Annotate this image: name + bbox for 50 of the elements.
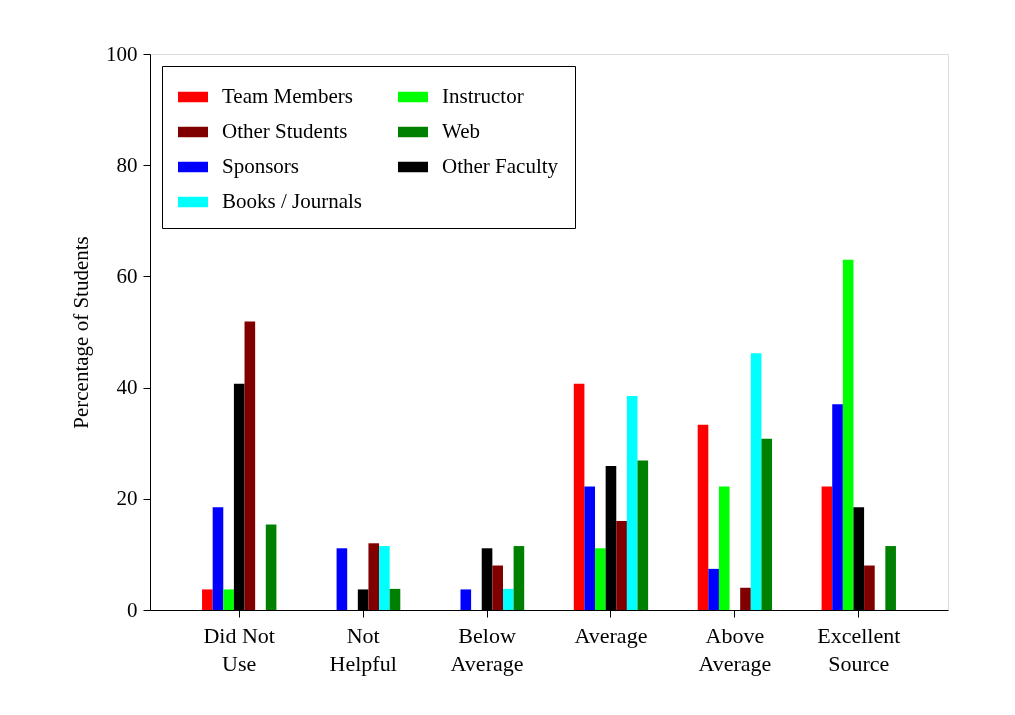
- bar: [626, 395, 638, 610]
- bar: [864, 565, 875, 610]
- x-tick-label: Below Average: [450, 622, 524, 676]
- bar: [821, 486, 833, 610]
- legend-label: Team Members: [222, 84, 353, 108]
- legend-label: Other Students: [222, 119, 348, 143]
- bar: [697, 424, 709, 610]
- bar: [595, 548, 606, 610]
- bar: [379, 546, 390, 610]
- legend-label: Books / Journals: [222, 189, 363, 213]
- y-tick-label: 60: [116, 263, 138, 288]
- legend-label: Other Faculty: [442, 154, 559, 178]
- bar: [513, 546, 525, 610]
- bar: [573, 383, 585, 610]
- bar: [460, 589, 472, 610]
- bar: [637, 460, 649, 610]
- legend-label: Instructor: [442, 84, 524, 108]
- bar: [389, 588, 401, 610]
- bar: [202, 589, 213, 610]
- bar: [244, 321, 256, 610]
- x-tick-label: Average: [574, 622, 648, 648]
- bar: [708, 568, 719, 610]
- x-tick-label: Excellent Source: [817, 622, 901, 676]
- bar: [265, 524, 277, 610]
- y-tick-label: 40: [116, 375, 138, 400]
- bar: [584, 486, 596, 610]
- bar: [740, 587, 751, 610]
- bar: [832, 404, 843, 610]
- bar: [502, 588, 514, 610]
- bar: [750, 353, 762, 610]
- y-axis-title: Percentage of Students: [69, 236, 93, 429]
- legend-label: Web: [442, 119, 480, 143]
- bar: [842, 259, 854, 610]
- legend-label: Sponsors: [222, 154, 300, 178]
- bar: [885, 546, 896, 610]
- bar: [718, 486, 730, 610]
- x-tick-label: Above Average: [698, 622, 772, 676]
- bar: [492, 565, 503, 610]
- bar: [212, 507, 224, 610]
- bar: [336, 548, 348, 610]
- x-tick-label: Not Helpful: [329, 622, 397, 676]
- y-tick-label: 100: [106, 41, 138, 66]
- y-tick-label: 20: [116, 486, 138, 511]
- y-tick-label: 80: [116, 152, 138, 177]
- x-tick-label: Did Not Use: [203, 622, 275, 676]
- bar: [368, 543, 380, 610]
- bar: [761, 438, 773, 610]
- y-tick-label: 0: [127, 597, 138, 622]
- bar: [616, 521, 627, 610]
- bar: [223, 589, 234, 610]
